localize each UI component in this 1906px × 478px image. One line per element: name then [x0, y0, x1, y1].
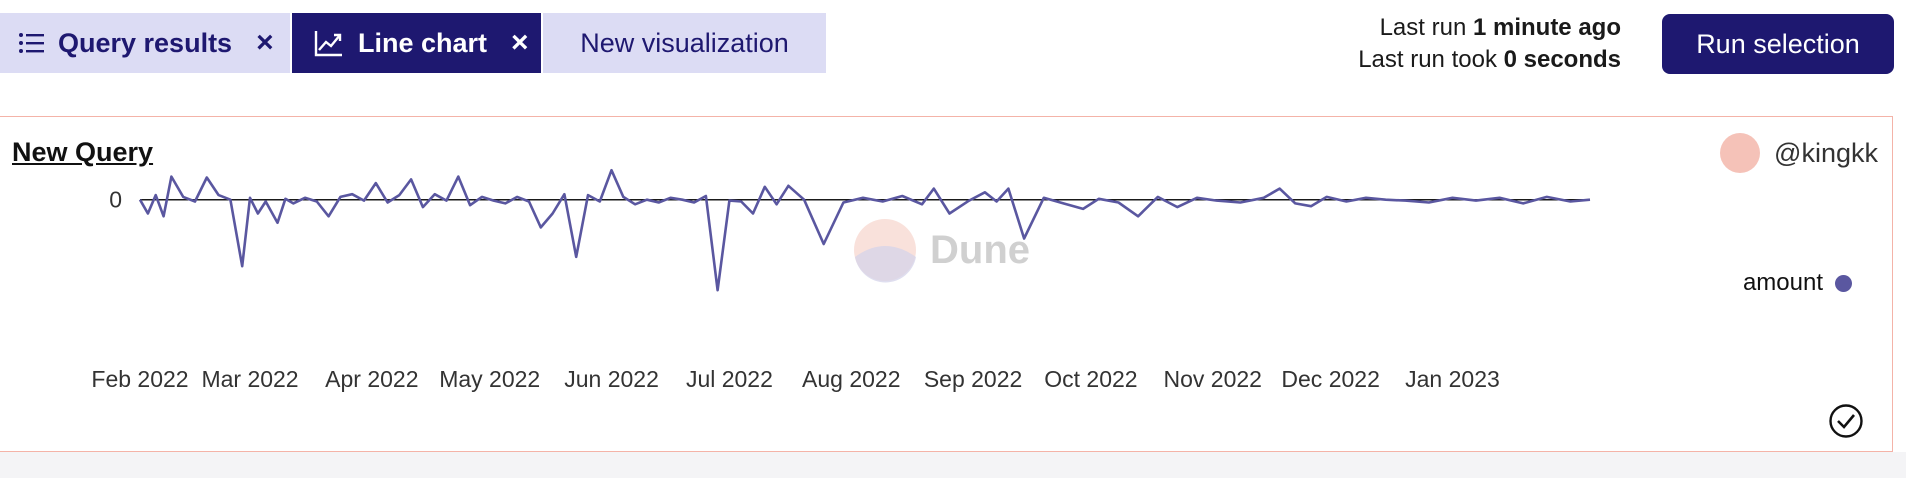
run-selection-button[interactable]: Run selection: [1662, 14, 1894, 74]
tab-label: Query results: [58, 27, 233, 58]
tab-label: Line chart: [358, 27, 488, 58]
check-circle-icon[interactable]: [1828, 403, 1864, 439]
x-tick-label: Nov 2022: [1164, 366, 1262, 392]
x-tick-label: Aug 2022: [802, 366, 900, 392]
x-tick-label: Mar 2022: [201, 366, 298, 392]
x-tick-label: Feb 2022: [91, 366, 188, 392]
close-icon[interactable]: ×: [511, 26, 529, 59]
x-tick-label: May 2022: [439, 366, 540, 392]
run-info: Last run 1 minute ago Last run took 0 se…: [1358, 12, 1621, 76]
x-tick-label: Dec 2022: [1281, 366, 1379, 392]
run-duration-value: 0 seconds: [1503, 46, 1621, 73]
x-tick-label: Jan 2023: [1405, 366, 1500, 392]
line-chart: Dune 0 Feb 2022 Mar 2022 Apr 2022 May 2022 J…: [91, 168, 1591, 392]
tab-new-visualization[interactable]: New visualization: [543, 13, 826, 73]
results-area-edge: [0, 452, 1906, 478]
x-tick-label: Apr 2022: [325, 366, 418, 392]
tab-label: New visualization: [580, 27, 789, 58]
owner-name: @kingkk: [1774, 137, 1878, 168]
legend-label: amount: [1742, 269, 1823, 296]
query-owner[interactable]: @kingkk: [1720, 133, 1878, 173]
last-run-value: 1 minute ago: [1472, 14, 1621, 41]
legend-marker: [1835, 274, 1852, 292]
avatar: [1720, 133, 1761, 173]
tab-line-chart[interactable]: Line chart ×: [292, 13, 541, 73]
x-tick-label: Oct 2022: [1044, 366, 1137, 392]
tab-query-results[interactable]: Query results ×: [0, 13, 290, 73]
x-tick-label: Sep 2022: [924, 366, 1022, 392]
line-chart-icon: [314, 29, 344, 57]
chart-panel: Dune 0 Feb 2022 Mar 2022 Apr 2022 May 2022 J…: [0, 116, 1893, 452]
x-tick-label: Jun 2022: [564, 366, 659, 392]
last-run-line: Last run 1 minute ago: [1379, 14, 1621, 41]
y-tick-label: 0: [109, 187, 122, 213]
x-tick-label: Jul 2022: [686, 366, 773, 392]
run-duration-line: Last run took 0 seconds: [1358, 46, 1621, 73]
close-icon[interactable]: ×: [256, 26, 274, 59]
query-title-link[interactable]: New Query: [12, 137, 154, 167]
visualization-toolbar: Query results × Line chart × New visuali…: [0, 0, 1906, 112]
chart-legend[interactable]: amount: [1743, 269, 1852, 297]
watermark-text: Dune: [930, 228, 1030, 272]
watermark: Dune: [854, 219, 1030, 283]
list-icon: [18, 32, 44, 54]
series-line-amount[interactable]: [138, 168, 1591, 292]
